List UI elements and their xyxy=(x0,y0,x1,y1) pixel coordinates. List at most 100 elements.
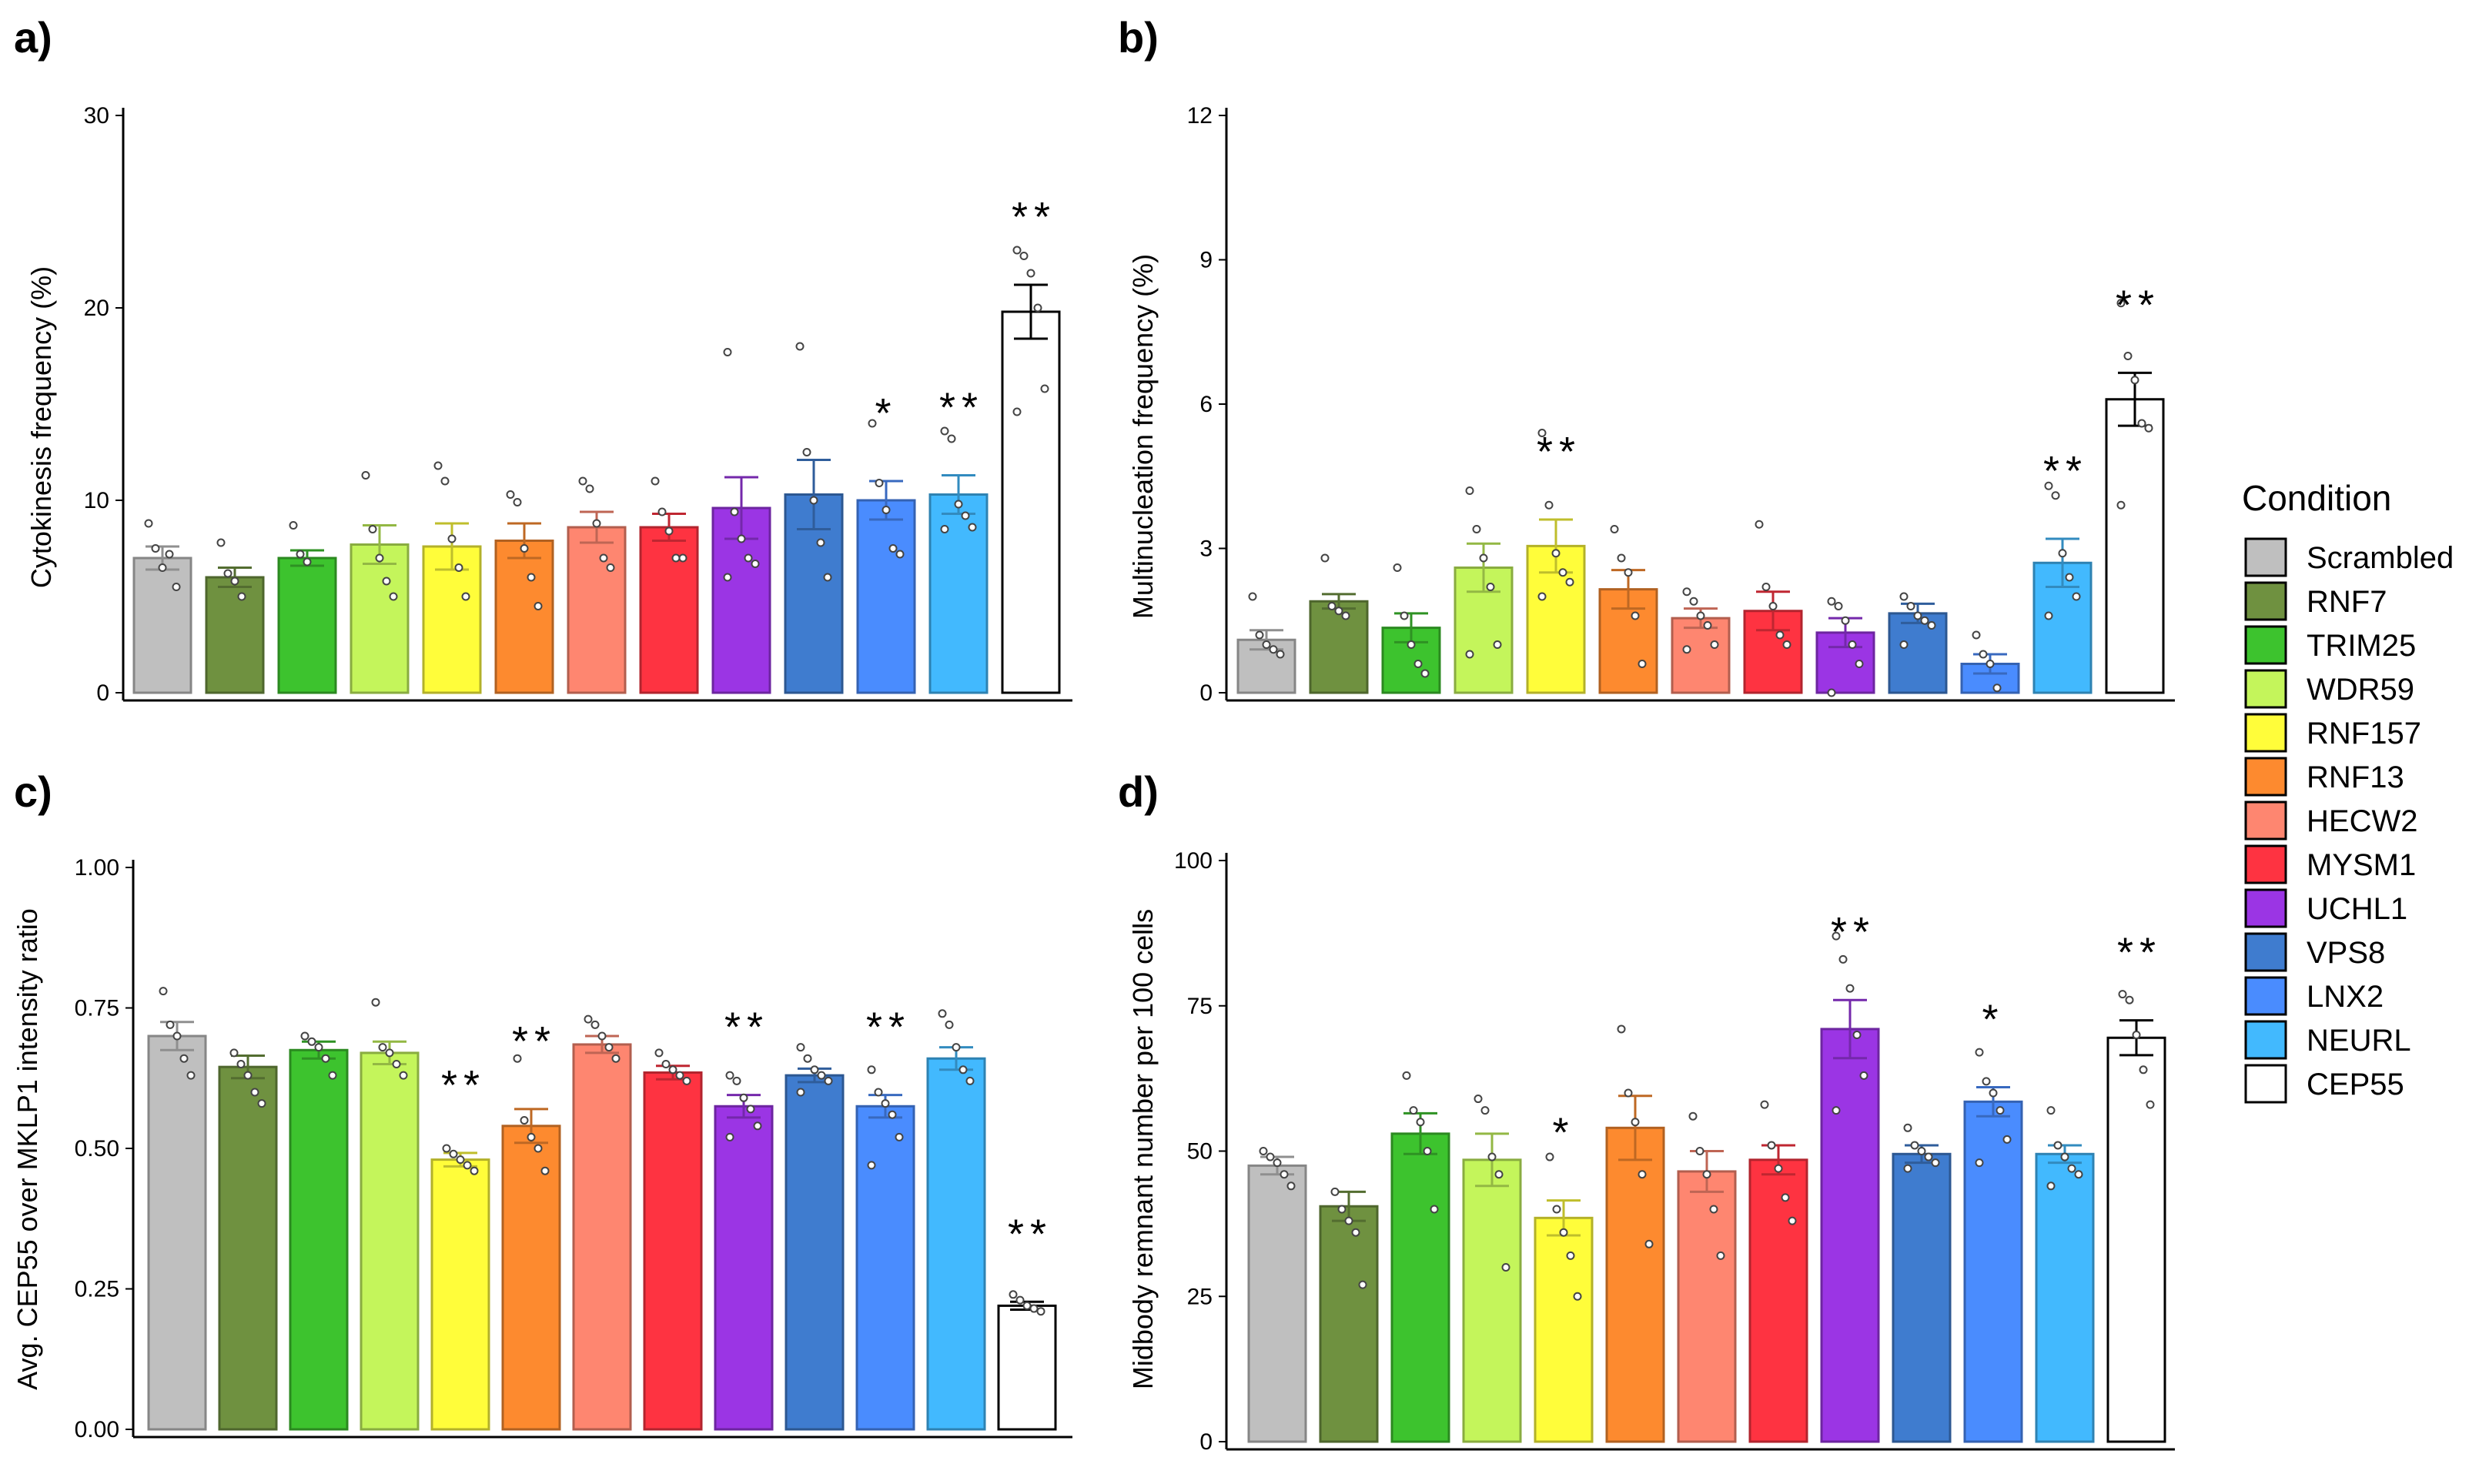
bar-rnf7 xyxy=(1309,600,1369,694)
y-tick-label: 25 xyxy=(1187,1284,1213,1309)
data-point xyxy=(1927,621,1936,630)
y-tick-label: 0 xyxy=(96,680,109,706)
bar-rnf13 xyxy=(1605,1126,1665,1443)
bar-lnx2 xyxy=(856,499,916,694)
data-point xyxy=(1551,549,1561,558)
bar-vps8 xyxy=(785,1074,845,1431)
bar-cep55 xyxy=(997,1304,1057,1431)
data-point xyxy=(945,1020,954,1029)
data-point xyxy=(1276,650,1285,659)
bar-vps8 xyxy=(1888,612,1948,694)
data-point xyxy=(1975,1158,1984,1168)
data-point xyxy=(1832,1106,1841,1115)
data-point xyxy=(534,1144,543,1153)
data-point xyxy=(1320,553,1330,563)
data-point xyxy=(2144,423,2153,433)
data-point xyxy=(1033,303,1042,313)
data-point xyxy=(668,1065,677,1075)
panel-b-multinucleation-chart: b) Multinucleation frequency (%) 0 3 6 9 12 *… xyxy=(1118,13,2175,706)
bar-mysm1 xyxy=(639,526,699,694)
significance-label: ** xyxy=(1008,1211,1052,1257)
data-point xyxy=(940,525,949,533)
data-point xyxy=(938,1009,947,1018)
data-point xyxy=(958,1065,968,1075)
data-point xyxy=(725,1071,734,1080)
data-point xyxy=(1407,640,1416,649)
data-point xyxy=(1259,1147,1268,1155)
data-point xyxy=(1269,645,1278,654)
significance-label: ** xyxy=(866,1004,911,1051)
data-point xyxy=(151,544,160,553)
data-point xyxy=(1972,630,1981,640)
data-point xyxy=(1631,611,1640,620)
data-point xyxy=(2132,1031,2141,1039)
data-point xyxy=(1337,1205,1347,1214)
data-point xyxy=(2072,592,2081,601)
data-point xyxy=(506,490,515,499)
data-point xyxy=(796,1088,805,1097)
data-point xyxy=(314,1043,323,1052)
panel-label-a: a) xyxy=(14,13,52,62)
legend-swatch-trim25 xyxy=(2244,625,2287,665)
legend-label-cep55: CEP55 xyxy=(2307,1068,2404,1101)
data-point xyxy=(823,573,832,582)
data-point xyxy=(796,1043,805,1052)
data-point xyxy=(1558,568,1567,577)
data-point xyxy=(303,557,312,567)
data-point xyxy=(1012,407,1022,416)
bar-trim25 xyxy=(1390,1132,1450,1443)
significance-label: * xyxy=(1552,1110,1574,1156)
legend-label-rnf157: RNF157 xyxy=(2307,717,2421,750)
data-point xyxy=(1327,602,1336,610)
data-point xyxy=(737,534,746,543)
bar-hecw2 xyxy=(572,1043,632,1431)
data-point xyxy=(1859,1071,1868,1080)
data-point xyxy=(1248,592,1257,601)
data-point xyxy=(1688,1111,1698,1121)
data-point xyxy=(1703,621,1712,630)
bar-neurl xyxy=(928,493,989,694)
data-point xyxy=(1009,1290,1018,1299)
data-point xyxy=(954,500,963,509)
data-point xyxy=(527,573,536,582)
data-point xyxy=(888,544,898,553)
legend-swatch-wdr59 xyxy=(2244,669,2287,709)
data-point xyxy=(725,1132,734,1141)
data-point xyxy=(682,1076,691,1085)
y-tick-label: 0.25 xyxy=(75,1277,119,1302)
data-point xyxy=(678,553,687,563)
data-point xyxy=(158,563,167,572)
significance-label: ** xyxy=(441,1062,486,1108)
data-point xyxy=(1899,640,1909,649)
data-point xyxy=(1019,252,1029,260)
data-point xyxy=(520,544,529,553)
legend-swatch-hecw2 xyxy=(2244,800,2287,841)
data-point xyxy=(165,550,174,559)
data-point xyxy=(179,1054,189,1063)
data-point xyxy=(1834,602,1843,610)
data-point xyxy=(1996,1106,2005,1115)
data-point xyxy=(895,550,905,559)
data-point xyxy=(1262,640,1271,649)
legend: Condition Scrambled RNF7 TRIM25 WDR59 RNF157… xyxy=(2242,478,2454,1104)
legend-swatch-lnx2 xyxy=(2244,976,2287,1016)
panel-label-b: b) xyxy=(1118,13,1159,62)
data-point xyxy=(2060,1152,2069,1161)
y-tick-label: 20 xyxy=(84,296,109,321)
bar-lnx2 xyxy=(1963,1100,2023,1443)
y-tick-label: 0.50 xyxy=(75,1136,119,1161)
data-point xyxy=(442,1144,451,1153)
panel-label-c: c) xyxy=(14,767,52,816)
data-point xyxy=(1617,553,1626,563)
data-point xyxy=(606,563,615,572)
data-point xyxy=(751,560,760,568)
bar-hecw2 xyxy=(1677,1170,1737,1443)
legend-swatch-rnf157 xyxy=(2244,713,2287,753)
data-point xyxy=(371,998,380,1007)
panel-d-midbody-remnant-chart: d) Midbody remnant number per 100 cells … xyxy=(1118,767,2175,1455)
data-point xyxy=(440,476,450,486)
data-point xyxy=(1702,1170,1711,1179)
y-tick-label: 0.75 xyxy=(75,996,119,1021)
data-point xyxy=(753,1121,762,1131)
data-point xyxy=(1920,616,1929,625)
